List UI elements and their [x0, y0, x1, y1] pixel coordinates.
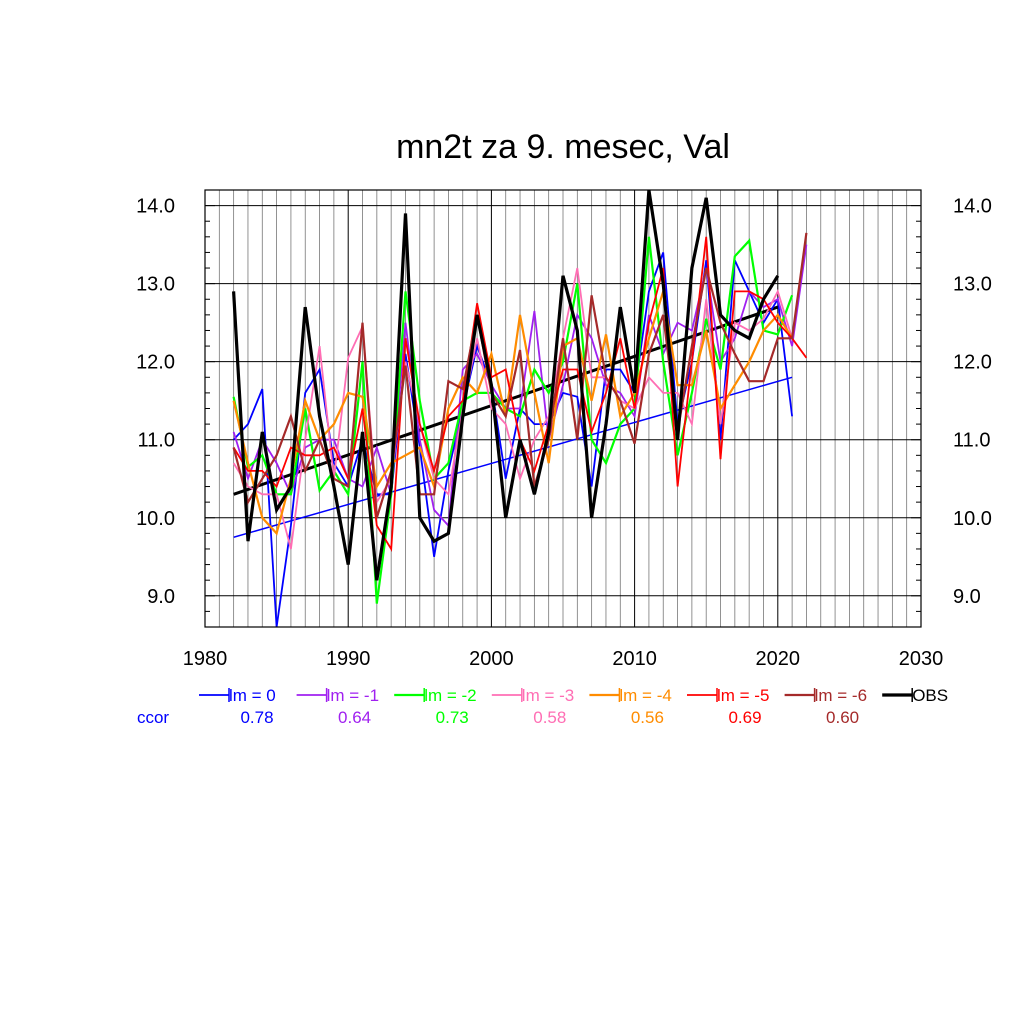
y-tick-label-right: 12.0	[953, 352, 992, 374]
y-tick-label-right: 11.0	[953, 430, 990, 452]
legend-entry-label: lm = -1	[327, 686, 379, 705]
trend-line	[233, 376, 793, 538]
legend-ccor-value: 0.69	[728, 708, 761, 727]
y-tick-label-right: 13.0	[953, 274, 992, 296]
x-tick-label: 1980	[183, 648, 228, 670]
x-tick-label: 2020	[756, 648, 801, 670]
legend-entry-label: lm = 0	[229, 686, 276, 705]
legend-entry-label: lm = -6	[815, 686, 867, 705]
y-tick-label-right: 9.0	[953, 586, 981, 608]
y-tick-label-left: 10.0	[136, 508, 175, 530]
x-tick-label: 2030	[899, 648, 944, 670]
ccor-label: ccor	[137, 708, 169, 727]
y-tick-label-left: 11.0	[138, 430, 175, 452]
legend-entry-label: lm = -2	[424, 686, 476, 705]
legend-entry-label: lm = -4	[619, 686, 671, 705]
legend-ccor-value: 0.78	[240, 708, 273, 727]
plot-frame	[204, 189, 922, 628]
y-tick-label-left: 13.0	[136, 274, 175, 296]
x-tick-label: 2000	[469, 648, 514, 670]
legend-entry-label: lm = -5	[717, 686, 769, 705]
series-line-obs	[232, 189, 780, 581]
y-tick-label-right: 10.0	[953, 508, 992, 530]
legend-ccor-value: 0.73	[436, 708, 469, 727]
grid	[204, 189, 922, 628]
legend-ccor-value: 0.60	[826, 708, 859, 727]
axes: 1980 1990 2000 2010 2020 2030 9.0 9.0 10.0 10.0 11…	[136, 189, 992, 670]
legend: ccor lm = 0 0.78 lm = -1 0.64 lm = -2 0.73 lm =…	[137, 686, 948, 727]
legend-ccor-value: 0.56	[631, 708, 664, 727]
y-tick-label-right: 14.0	[953, 196, 992, 218]
series-lines	[232, 189, 808, 628]
y-tick-label-left: 12.0	[136, 352, 175, 374]
x-tick-label: 2010	[612, 648, 657, 670]
x-tick-label: 1990	[326, 648, 371, 670]
y-tick-label-left: 9.0	[147, 586, 175, 608]
legend-ccor-value: 0.64	[338, 708, 371, 727]
legend-entry-label: OBS	[912, 686, 948, 705]
legend-entry-label: lm = -3	[522, 686, 574, 705]
series-line-lm-4	[232, 291, 794, 536]
legend-ccor-value: 0.58	[533, 708, 566, 727]
chart-title: mn2t za 9. mesec, Val	[396, 128, 730, 166]
y-tick-label-left: 14.0	[136, 196, 175, 218]
